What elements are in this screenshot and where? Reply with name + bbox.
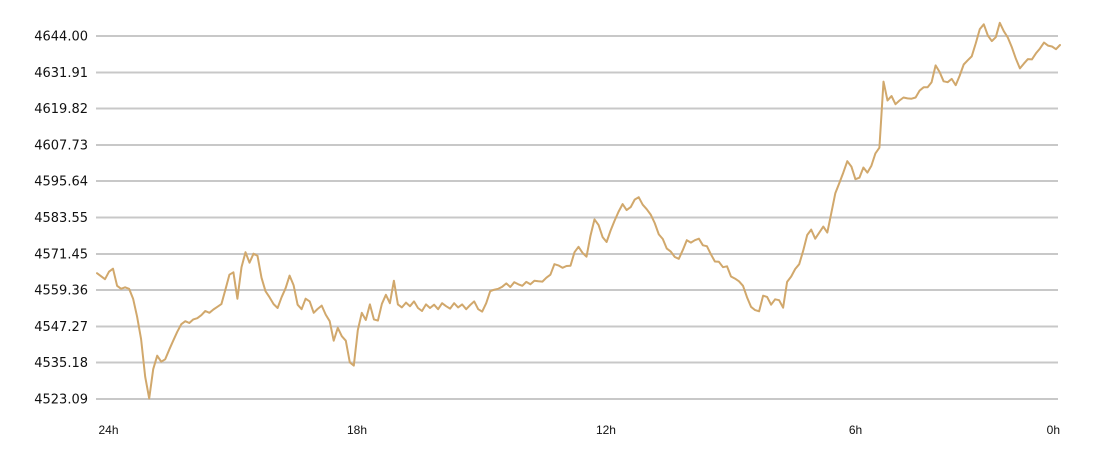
y-axis-label: 4595.64 (34, 175, 88, 190)
y-axis-label: 4583.55 (34, 211, 88, 226)
y-axis-label: 4631.91 (34, 66, 88, 81)
y-axis-label: 4571.45 (34, 247, 88, 262)
y-axis-label: 4619.82 (34, 102, 88, 117)
y-axis-label: 4535.18 (34, 356, 88, 371)
x-axis-label: 12h (596, 423, 616, 437)
x-axis-label: 18h (347, 423, 367, 437)
x-axis-label: 6h (849, 423, 862, 437)
x-axis-label: 0h (1047, 423, 1060, 437)
y-axis-label: 4559.36 (34, 284, 88, 299)
y-axis-label: 4547.27 (34, 320, 88, 335)
y-axis-label: 4644.00 (34, 30, 88, 45)
x-axis-label: 24h (98, 423, 118, 437)
price-line (96, 21, 1061, 400)
y-axis-label: 4607.73 (34, 138, 88, 153)
y-axis-label: 4523.09 (34, 393, 88, 408)
